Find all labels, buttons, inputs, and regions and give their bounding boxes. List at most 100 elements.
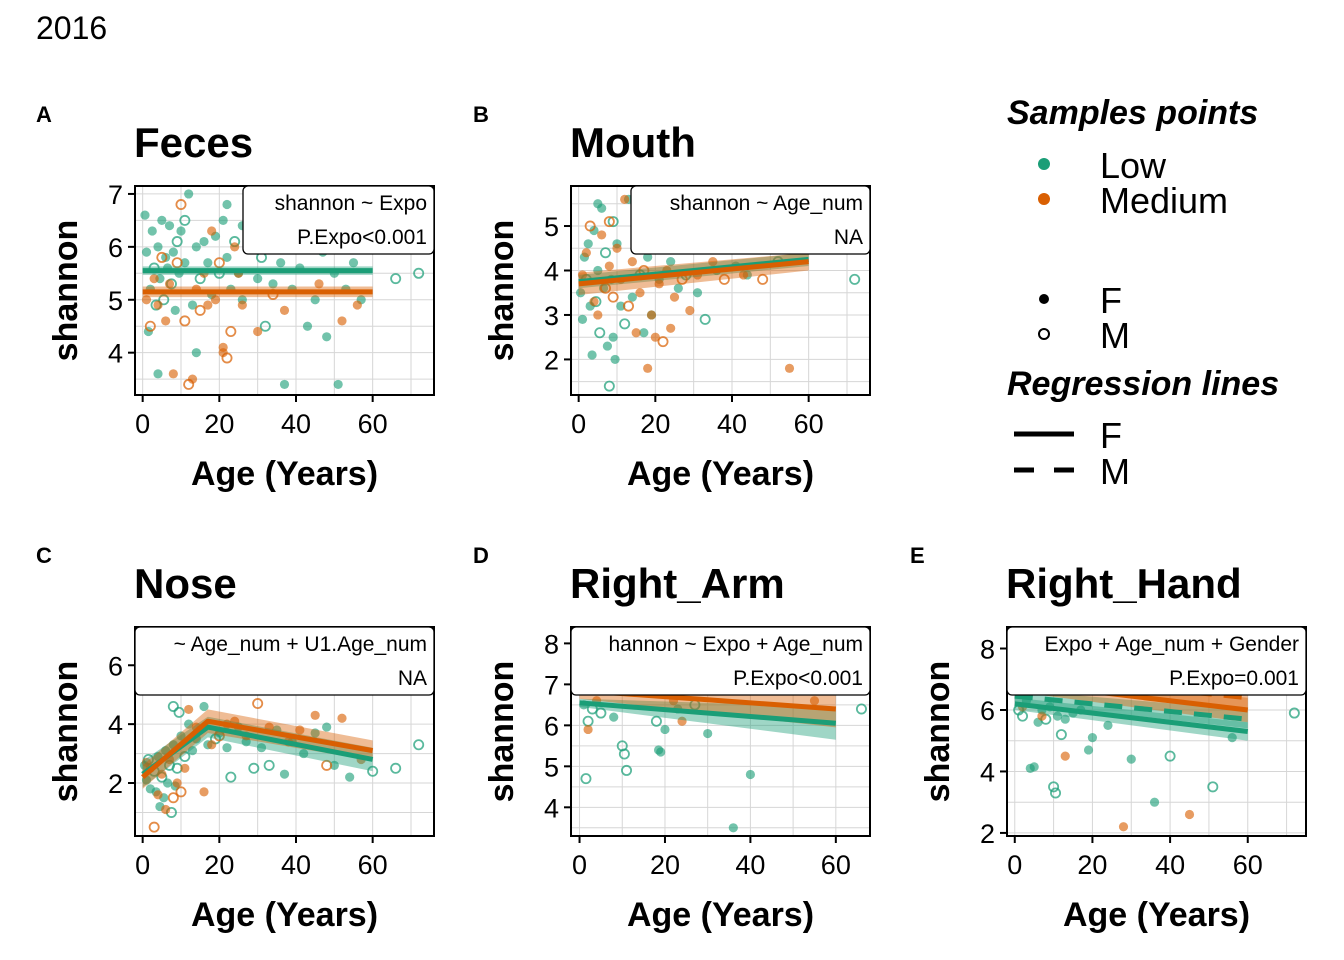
data-point	[168, 369, 178, 379]
x-tick-label: 60	[358, 850, 388, 880]
x-tick-label: 0	[572, 850, 587, 880]
y-tick-label: 7	[544, 670, 559, 700]
data-point	[728, 823, 738, 833]
data-point	[302, 321, 313, 331]
data-point	[161, 804, 171, 815]
y-tick-label: 2	[544, 345, 559, 375]
data-point	[643, 363, 653, 373]
x-tick-label: 60	[1233, 850, 1263, 880]
figure-title: 2016	[36, 10, 107, 46]
x-tick-label: 40	[1155, 850, 1185, 880]
panel-tag: B	[473, 102, 489, 127]
data-point	[180, 258, 190, 268]
data-point	[738, 270, 749, 280]
regression-line	[1014, 693, 1248, 722]
data-point	[148, 821, 160, 833]
annotation-pvalue: P.Expo=0.001	[1169, 667, 1299, 690]
data-point	[156, 251, 168, 263]
data-point	[602, 341, 613, 351]
x-tick-label: 20	[1077, 850, 1107, 880]
data-point	[157, 769, 167, 779]
data-point	[708, 256, 718, 267]
data-point	[279, 305, 290, 315]
data-point	[593, 310, 603, 320]
x-tick-label: 40	[281, 409, 311, 439]
data-point	[1017, 710, 1029, 722]
data-point	[589, 225, 599, 236]
x-tick-label: 60	[821, 850, 851, 880]
data-point	[584, 220, 596, 232]
y-axis-label: shannon	[483, 661, 521, 803]
legend-m-point-swatch	[1038, 328, 1050, 340]
data-point	[191, 348, 201, 358]
data-point	[621, 764, 633, 776]
data-point	[175, 786, 187, 798]
data-point	[162, 778, 173, 788]
data-point	[352, 300, 362, 310]
data-point	[1288, 707, 1300, 719]
data-point	[171, 236, 183, 248]
y-tick-label: 7	[108, 180, 123, 210]
data-point	[583, 724, 593, 735]
data-point	[600, 247, 612, 259]
data-point	[577, 270, 588, 280]
data-point	[329, 760, 339, 770]
data-point	[167, 700, 179, 712]
data-point	[175, 199, 187, 211]
panel-title: Mouth	[570, 119, 696, 166]
x-tick-label: 0	[571, 409, 586, 439]
annotation-box	[1006, 626, 1307, 696]
data-point	[575, 288, 586, 298]
plot-area	[139, 698, 425, 833]
data-point	[583, 239, 593, 249]
legend-points-title: Samples points	[1007, 94, 1258, 132]
data-point	[589, 297, 599, 307]
x-axis-label: Age (Years)	[627, 896, 814, 934]
data-point	[337, 316, 347, 326]
data-point	[252, 698, 264, 710]
data-point	[237, 300, 247, 310]
annotation-pvalue: P.Expo<0.001	[733, 667, 863, 690]
annotation-formula: ~ Age_num + U1.Age_num	[174, 633, 427, 656]
data-point	[718, 273, 730, 285]
data-point	[171, 257, 183, 269]
y-tick-label: 4	[980, 757, 995, 787]
data-point	[263, 759, 275, 771]
data-point	[635, 288, 645, 298]
data-point	[677, 716, 687, 726]
annotation-pvalue: NA	[398, 667, 427, 690]
data-point	[167, 792, 179, 804]
data-point	[1227, 733, 1237, 743]
data-point	[140, 210, 150, 220]
annotation-pvalue: P.Expo<0.001	[297, 226, 427, 249]
x-tick-label: 40	[717, 409, 747, 439]
data-point	[1087, 733, 1098, 743]
legend-medium-label: Medium	[1100, 180, 1228, 221]
legend-f-point-swatch	[1039, 294, 1049, 304]
data-point	[654, 279, 664, 289]
data-point	[253, 326, 263, 337]
data-point	[618, 748, 630, 760]
panel-tag: C	[36, 543, 52, 568]
x-tick-label: 40	[735, 850, 765, 880]
data-point	[1048, 781, 1060, 793]
data-point	[187, 300, 198, 310]
y-tick-label: 4	[544, 793, 559, 823]
y-axis-label: shannon	[47, 220, 85, 362]
data-point	[685, 305, 695, 316]
data-point	[172, 778, 182, 788]
x-tick-label: 60	[358, 409, 388, 439]
annotation-box	[630, 185, 871, 255]
data-point	[279, 379, 290, 390]
data-point	[757, 273, 769, 285]
legend-f-point-label: F	[1100, 280, 1122, 321]
legend-medium-swatch	[1038, 193, 1050, 205]
data-point	[194, 304, 206, 316]
data-point	[643, 252, 653, 262]
data-point	[646, 310, 657, 320]
y-tick-label: 6	[108, 233, 123, 263]
data-point	[144, 320, 156, 332]
data-point	[1126, 754, 1136, 764]
data-point	[180, 763, 190, 773]
data-point	[660, 724, 670, 735]
